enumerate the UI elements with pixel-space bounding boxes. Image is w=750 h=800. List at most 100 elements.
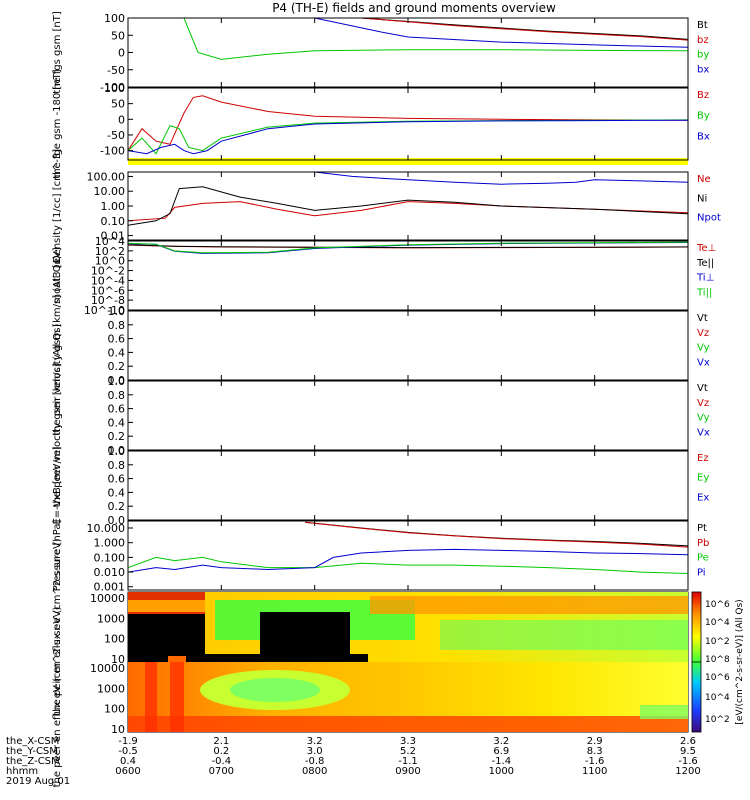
series-line-Ti|| bbox=[128, 241, 688, 254]
footer-value: 3.0 bbox=[307, 746, 323, 757]
series-line-Pt bbox=[305, 521, 688, 547]
footer-value: 3.2 bbox=[307, 736, 323, 747]
y-tick-label: 0.0 bbox=[108, 514, 126, 527]
footer-row-label: hhmm bbox=[6, 766, 38, 777]
y-tick-label: 1.0 bbox=[108, 445, 126, 458]
y-tick-label: 0 bbox=[118, 113, 125, 126]
footer-value: 3.2 bbox=[493, 736, 509, 747]
y-tick-label: 1000 bbox=[97, 612, 125, 625]
footer-value: 1200 bbox=[675, 766, 700, 777]
y-tick-label: 50 bbox=[111, 29, 125, 42]
panel-frame bbox=[127, 450, 689, 521]
series-line-Npot bbox=[305, 172, 688, 185]
legend-entry: By bbox=[697, 111, 710, 122]
y-axis-label: moat3 [eV] bbox=[52, 247, 63, 303]
colorbar-tick: 10^4 bbox=[705, 618, 730, 628]
y-tick-label: 0.4 bbox=[108, 416, 126, 429]
y-tick-label: 10^-2 bbox=[91, 265, 125, 278]
y-tick-label: 0.6 bbox=[108, 473, 126, 486]
y-tick-label: 10^2 bbox=[95, 245, 125, 258]
legend-entry: Pi bbox=[697, 567, 706, 578]
series-line-Pe bbox=[128, 556, 688, 574]
y-tick-label: 1.0 bbox=[108, 305, 126, 318]
legend-entry: Ti⊥ bbox=[696, 273, 714, 284]
panel-frame bbox=[127, 240, 689, 311]
y-tick-label: 0.100 bbox=[94, 551, 126, 564]
y-tick-label: 1.000 bbox=[94, 537, 126, 550]
y-axis-label: the peir velocity gsm [km/s] (All Qs) bbox=[52, 255, 63, 436]
footer-value: 0900 bbox=[395, 766, 420, 777]
y-tick-label: 0 bbox=[118, 47, 125, 60]
figure-title: P4 (TH-E) fields and ground moments over… bbox=[272, 1, 556, 15]
peir-spectrogram bbox=[128, 592, 688, 662]
legend-entry: Bx bbox=[697, 131, 710, 142]
series-line-Pi bbox=[128, 548, 688, 573]
peer-spectrogram bbox=[128, 662, 688, 732]
y-tick-label: 0.2 bbox=[108, 360, 126, 373]
colorbar-tick: 10^2 bbox=[705, 637, 730, 647]
legend-entry: Te|| bbox=[696, 258, 714, 269]
y-tick-label: 10^-10 bbox=[84, 304, 125, 317]
y-tick-label: 0.2 bbox=[108, 500, 126, 513]
y-axis-label: the fgs gsm [nT] bbox=[52, 11, 63, 94]
colorbar-tick: 10^8 bbox=[705, 655, 730, 665]
series-line-bx bbox=[165, 18, 688, 48]
series-line-bz bbox=[174, 18, 688, 41]
y-tick-label: 0.4 bbox=[108, 486, 126, 499]
legend-entry: Vz bbox=[697, 398, 709, 409]
footer-value: -1.6 bbox=[678, 756, 698, 767]
series-line-Bt bbox=[174, 18, 688, 40]
legend-entry: Ne bbox=[697, 174, 711, 185]
colorbar-tick: 10^2 bbox=[705, 715, 730, 725]
legend-entry: Vt bbox=[697, 313, 708, 324]
footer-row-label: the_X-CSM bbox=[6, 736, 59, 747]
legend-entry: bz bbox=[697, 35, 709, 46]
legend-entry: Ni bbox=[697, 193, 707, 204]
y-tick-label: 100 bbox=[104, 12, 125, 25]
y-tick-label: 0.2 bbox=[108, 430, 126, 443]
y-tick-label: 10 bbox=[111, 653, 125, 666]
y-tick-label: 10 bbox=[111, 723, 125, 736]
footer-value: -1.4 bbox=[492, 756, 512, 767]
series-line-Bx bbox=[128, 119, 688, 155]
y-tick-label: 0.001 bbox=[94, 581, 126, 594]
colorbar-tick: 10^6 bbox=[705, 673, 730, 683]
footer-value: 3.3 bbox=[400, 736, 416, 747]
footer-value: -0.4 bbox=[212, 756, 232, 767]
series-group bbox=[128, 521, 688, 574]
footer-value: 5.2 bbox=[400, 746, 416, 757]
footer-value: -1.9 bbox=[118, 736, 138, 747]
legend-entry: Pe bbox=[697, 553, 709, 564]
y-tick-label: 1.00 bbox=[101, 200, 126, 213]
footer-value: 0.2 bbox=[213, 746, 229, 757]
footer-value: 9.5 bbox=[680, 746, 696, 757]
footer-row-label: 2019 Aug 01 bbox=[6, 776, 70, 787]
y-tick-label: 0.6 bbox=[108, 403, 126, 416]
legend-entry: Vx bbox=[697, 427, 710, 438]
series-line-By bbox=[128, 119, 688, 155]
legend-entry: Vy bbox=[697, 413, 710, 424]
series-line-Ni bbox=[128, 186, 688, 226]
y-axis-label: the peer en eflux eV (cm^2-s-sr-eV) bbox=[52, 607, 63, 788]
series-line-Te|| bbox=[128, 244, 688, 249]
legend-entry: Npot bbox=[697, 213, 721, 224]
legend-entry: Vz bbox=[697, 328, 709, 339]
legend-entry: bx bbox=[697, 64, 709, 75]
legend-entry: Pt bbox=[697, 523, 707, 534]
legend-entry: Ex bbox=[697, 492, 709, 503]
y-axis-label: the peer velocity gsm [km/s] (All Qs) bbox=[52, 323, 63, 507]
footer-value: 2.6 bbox=[680, 736, 696, 747]
legend-entry: Te⊥ bbox=[696, 243, 716, 254]
series-line-Bz bbox=[128, 95, 688, 151]
footer-value: -1.1 bbox=[398, 756, 418, 767]
panel-frame bbox=[127, 17, 689, 88]
footer-value: -1.6 bbox=[585, 756, 605, 767]
legend-entry: Vy bbox=[697, 343, 710, 354]
series-group bbox=[128, 241, 688, 254]
y-tick-label: 0.8 bbox=[108, 389, 126, 402]
y-tick-label: 0.6 bbox=[108, 333, 126, 346]
y-tick-label: 50 bbox=[111, 98, 125, 111]
footer-value: 1100 bbox=[582, 766, 607, 777]
